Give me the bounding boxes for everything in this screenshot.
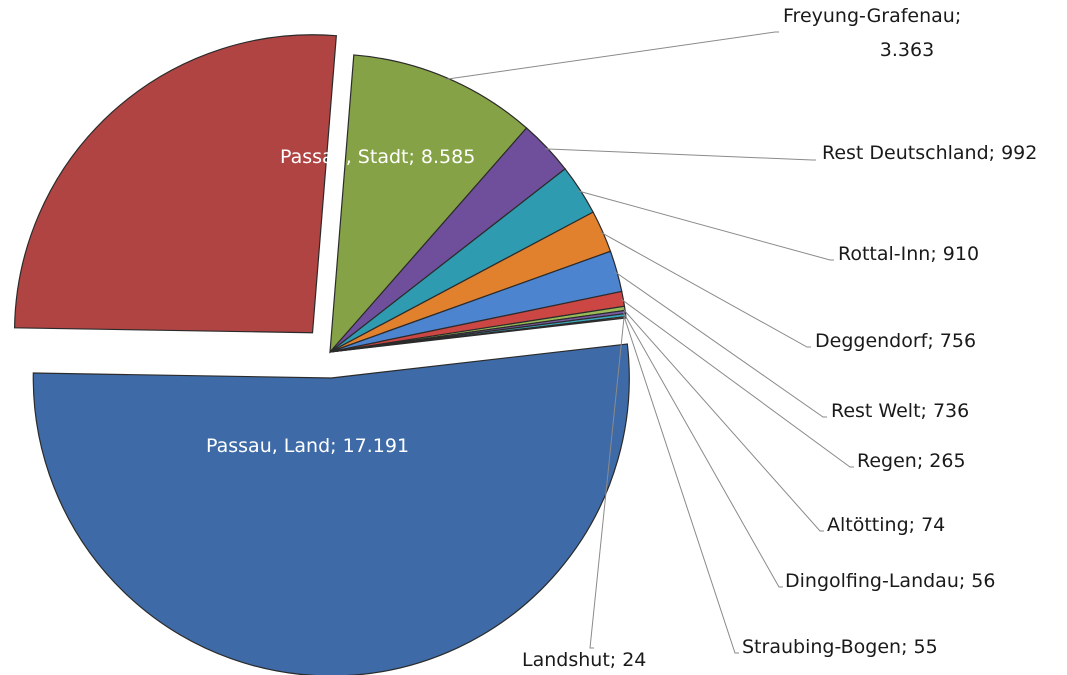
pie-slice-passau-land xyxy=(32,343,630,675)
data-label-passau-land: Passau, Land; 17.191 xyxy=(206,435,409,457)
data-label-dingolfing-landau: Dingolfing-Landau; 56 xyxy=(785,570,995,592)
leader-line-straubing-bogen xyxy=(623,315,739,654)
data-label-regen: Regen; 265 xyxy=(857,450,966,472)
data-label-freyung-grafenau-line-1: Freyung-Grafenau; xyxy=(783,5,961,27)
pie-slice-passau-stadt xyxy=(13,34,337,334)
leader-line-rest-welt xyxy=(614,271,827,418)
data-label-passau-stadt: Passau, Stadt; 8.585 xyxy=(280,146,475,168)
pie-slices xyxy=(13,34,630,675)
data-label-deggendorf: Deggendorf; 756 xyxy=(815,330,976,352)
pie-slice-freyung-grafenau xyxy=(329,54,528,354)
leader-lines xyxy=(445,31,854,654)
leader-line-rottal-inn xyxy=(578,190,834,261)
leader-line-deggendorf xyxy=(600,231,811,348)
leader-line-altotting xyxy=(622,308,824,532)
data-label-freyung-grafenau-line-2: 3.363 xyxy=(880,39,934,61)
data-label-altotting: Altötting; 74 xyxy=(827,514,945,536)
data-label-rottal-inn: Rottal-Inn; 910 xyxy=(838,243,979,265)
data-label-landshut: Landshut; 24 xyxy=(522,649,646,671)
leader-line-rest-deutschland xyxy=(545,148,816,161)
leader-line-dingolfing-landau xyxy=(622,312,783,588)
data-label-rest-deutschland: Rest Deutschland; 992 xyxy=(822,142,1037,164)
leader-line-landshut xyxy=(589,317,625,649)
data-label-straubing-bogen: Straubing-Bogen; 55 xyxy=(742,636,938,658)
leader-line-freyung-grafenau xyxy=(445,31,779,80)
leader-line-regen xyxy=(620,298,854,468)
data-label-rest-welt: Rest Welt; 736 xyxy=(831,400,969,422)
data-labels: Freyung-Grafenau; 3.363 Rest Deutschland; … xyxy=(206,5,1037,671)
